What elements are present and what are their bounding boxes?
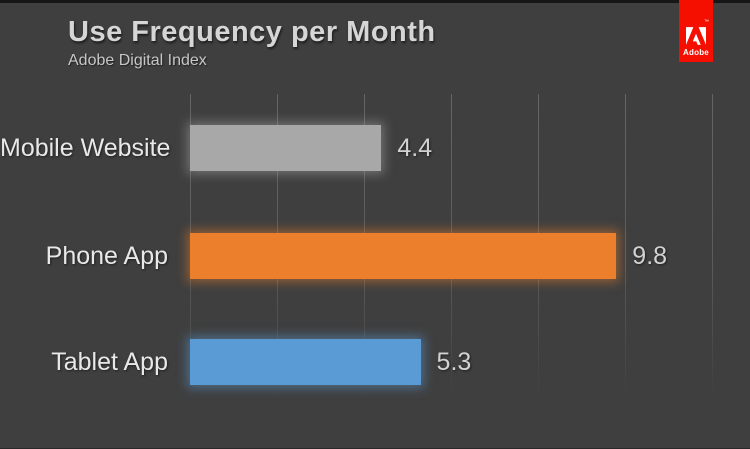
chart-header: Use Frequency per Month Adobe Digital In… — [68, 16, 436, 70]
value-label: 5.3 — [436, 347, 472, 376]
adobe-brand-tab: ™ Adobe — [679, 0, 713, 62]
top-border-line — [0, 0, 750, 3]
gridline — [625, 94, 626, 400]
trademark-symbol: ™ — [704, 19, 709, 25]
adobe-wordmark: Adobe — [683, 48, 709, 57]
adobe-logo-icon — [686, 27, 706, 45]
category-label: Tablet App — [51, 347, 168, 376]
bar-phone-app — [190, 232, 617, 279]
gridline — [712, 94, 713, 400]
value-label: 4.4 — [397, 134, 433, 162]
chart-title: Use Frequency per Month — [68, 16, 436, 48]
bar-mobile-website — [190, 125, 382, 171]
value-label: 9.8 — [632, 241, 668, 270]
bar-tablet-app — [190, 338, 421, 385]
chart-subtitle: Adobe Digital Index — [68, 52, 207, 69]
category-label: Mobile Website — [0, 134, 171, 162]
category-label: Phone App — [45, 241, 168, 270]
